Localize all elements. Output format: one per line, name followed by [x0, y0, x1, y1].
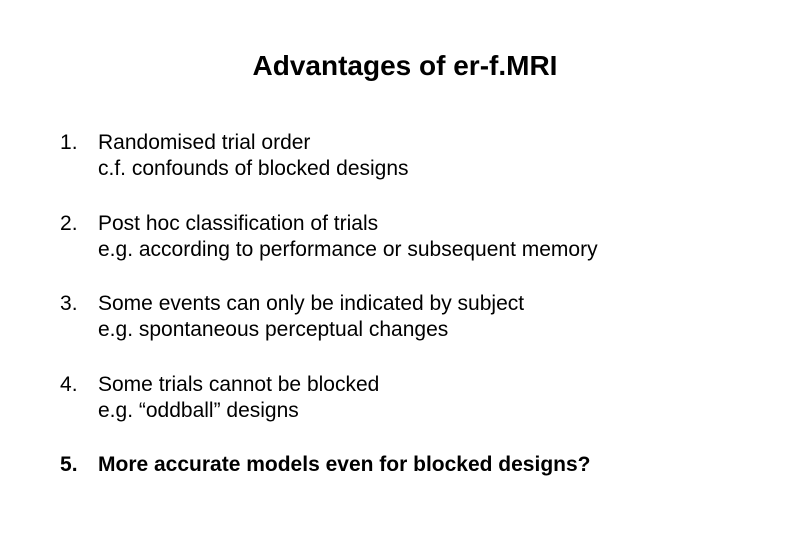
item-line1: Post hoc classification of trials [98, 211, 760, 237]
list-item: Some events can only be indicated by sub… [60, 291, 760, 344]
item-line2: e.g. spontaneous perceptual changes [98, 317, 760, 343]
list-item: Randomised trial order c.f. confounds of… [60, 130, 760, 183]
slide-title: Advantages of er-f.MRI [50, 50, 760, 82]
item-line1: Randomised trial order [98, 130, 760, 156]
item-line2: e.g. according to performance or subsequ… [98, 237, 760, 263]
list-item: Some trials cannot be blocked e.g. “oddb… [60, 372, 760, 425]
item-line2: e.g. “oddball” designs [98, 398, 760, 424]
item-line1: Some trials cannot be blocked [98, 372, 760, 398]
item-line1: More accurate models even for blocked de… [98, 452, 760, 478]
list-item: More accurate models even for blocked de… [60, 452, 760, 478]
list-item: Post hoc classification of trials e.g. a… [60, 211, 760, 264]
advantage-list: Randomised trial order c.f. confounds of… [50, 130, 760, 478]
item-line1: Some events can only be indicated by sub… [98, 291, 760, 317]
item-line2: c.f. confounds of blocked designs [98, 156, 760, 182]
